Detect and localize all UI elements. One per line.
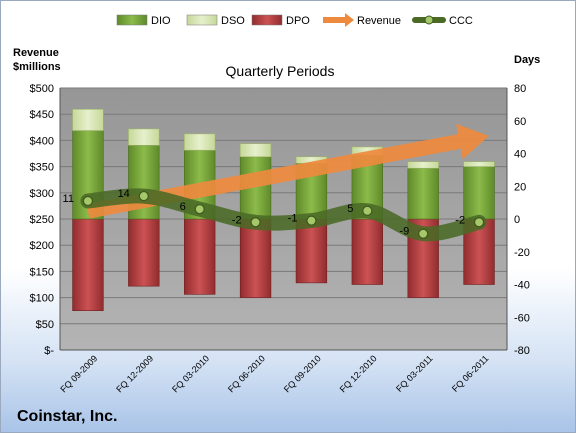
x-axis-ticks: FQ 09-2009 FQ 12-2009 FQ 03-2010 FQ 06-2010… [58,353,490,394]
bar-dso [407,161,439,169]
ccc-point [473,217,485,228]
right-tick-label: -80 [514,345,530,357]
ccc-data-label: 5 [347,203,353,215]
left-tick-label: $250 [30,214,54,226]
bar-dpo [295,218,328,284]
x-tick-label: FQ 12-2010 [338,353,379,394]
right-tick-label: -20 [514,247,530,259]
left-axis-ticks: $- $50 $100 $150 $200 $250 $300 $350 $400 $450 $50… [30,83,55,357]
bar-dpo [184,218,216,295]
left-tick-label: $- [44,345,54,357]
ccc-data-label: -2 [232,214,242,226]
legend-swatch-dio [116,14,148,26]
left-tick-label: $350 [30,162,54,174]
bar-dso [184,133,216,151]
x-tick-label: FQ 03-2011 [394,353,435,394]
x-tick-label: FQ 03-2010 [170,353,211,394]
bar-dio [463,166,495,220]
ccc-point [250,217,261,228]
ccc-series: 11 14 6 -2 -1 5 -9 -2 [63,188,487,242]
ccc-data-label: -2 [455,214,465,226]
left-tick-label: $300 [30,188,54,200]
left-tick-label: $100 [30,293,54,305]
left-tick-label: $450 [30,109,54,121]
right-tick-label: 20 [514,181,526,193]
legend-label: CCC [449,15,473,27]
ccc-point [306,215,317,226]
right-tick-label: -40 [514,280,530,292]
x-tick-label: FQ 12-2009 [114,353,155,394]
ccc-data-label: 11 [63,193,74,205]
bar-dso [72,108,104,131]
legend-label: DSO [221,15,245,27]
bar-dso [239,143,272,158]
y-left-title-line1: Revenue [13,47,59,59]
left-tick-label: $150 [30,266,54,278]
y-left-title-line2: $millions [13,61,61,73]
legend-label: Revenue [357,15,401,27]
left-tick-label: $500 [30,83,54,95]
bar-dso [463,161,495,167]
left-tick-label: $50 [36,319,54,331]
legend: DIO DSO DPO Revenue CCC [116,13,473,27]
bar-dso [128,128,160,146]
right-tick-label: 80 [514,83,526,95]
y-right-title: Days [514,54,540,66]
legend-label: DPO [286,15,310,27]
ccc-point [362,205,373,216]
bar-dpo [72,218,104,311]
bar-dpo [239,218,272,298]
right-tick-label: 60 [514,116,526,128]
legend-label: DIO [151,15,171,27]
left-tick-label: $200 [30,240,54,252]
ccc-point [82,195,94,207]
x-tick-label: FQ 06-2010 [226,353,267,394]
x-tick-label: FQ 09-2010 [282,353,323,394]
ccc-point [194,204,205,215]
right-tick-label: 40 [514,149,526,161]
revenue-series [86,123,489,219]
company-name: Coinstar, Inc. [17,408,117,425]
axis-titles: Revenue $millions Days Quarterly Periods [13,47,540,79]
ccc-data-label: -1 [288,213,298,225]
chart-subtitle: Quarterly Periods [226,63,335,79]
legend-swatch-ccc-marker [424,15,434,25]
ccc-data-label: -9 [399,226,409,238]
bar-dio [407,167,439,220]
x-tick-label: FQ 06-2011 [450,353,491,394]
ccc-data-label: 6 [180,201,186,213]
left-tick-label: $400 [30,135,54,147]
x-tick-label: FQ 09-2009 [58,353,99,394]
ccc-point [418,228,429,239]
right-tick-label: -60 [514,312,530,324]
revenue-arrow [86,123,489,219]
bar-dpo [128,218,160,287]
right-axis-ticks: -80 -60 -40 -20 0 20 40 60 80 [514,83,530,357]
legend-swatch-dso [186,14,218,26]
ccc-point [138,190,149,202]
legend-swatch-revenue [323,13,354,27]
right-tick-label: 0 [514,214,520,226]
bar-dpo [351,218,383,285]
ccc-data-label: 14 [118,188,130,200]
legend-swatch-dpo [251,14,283,26]
